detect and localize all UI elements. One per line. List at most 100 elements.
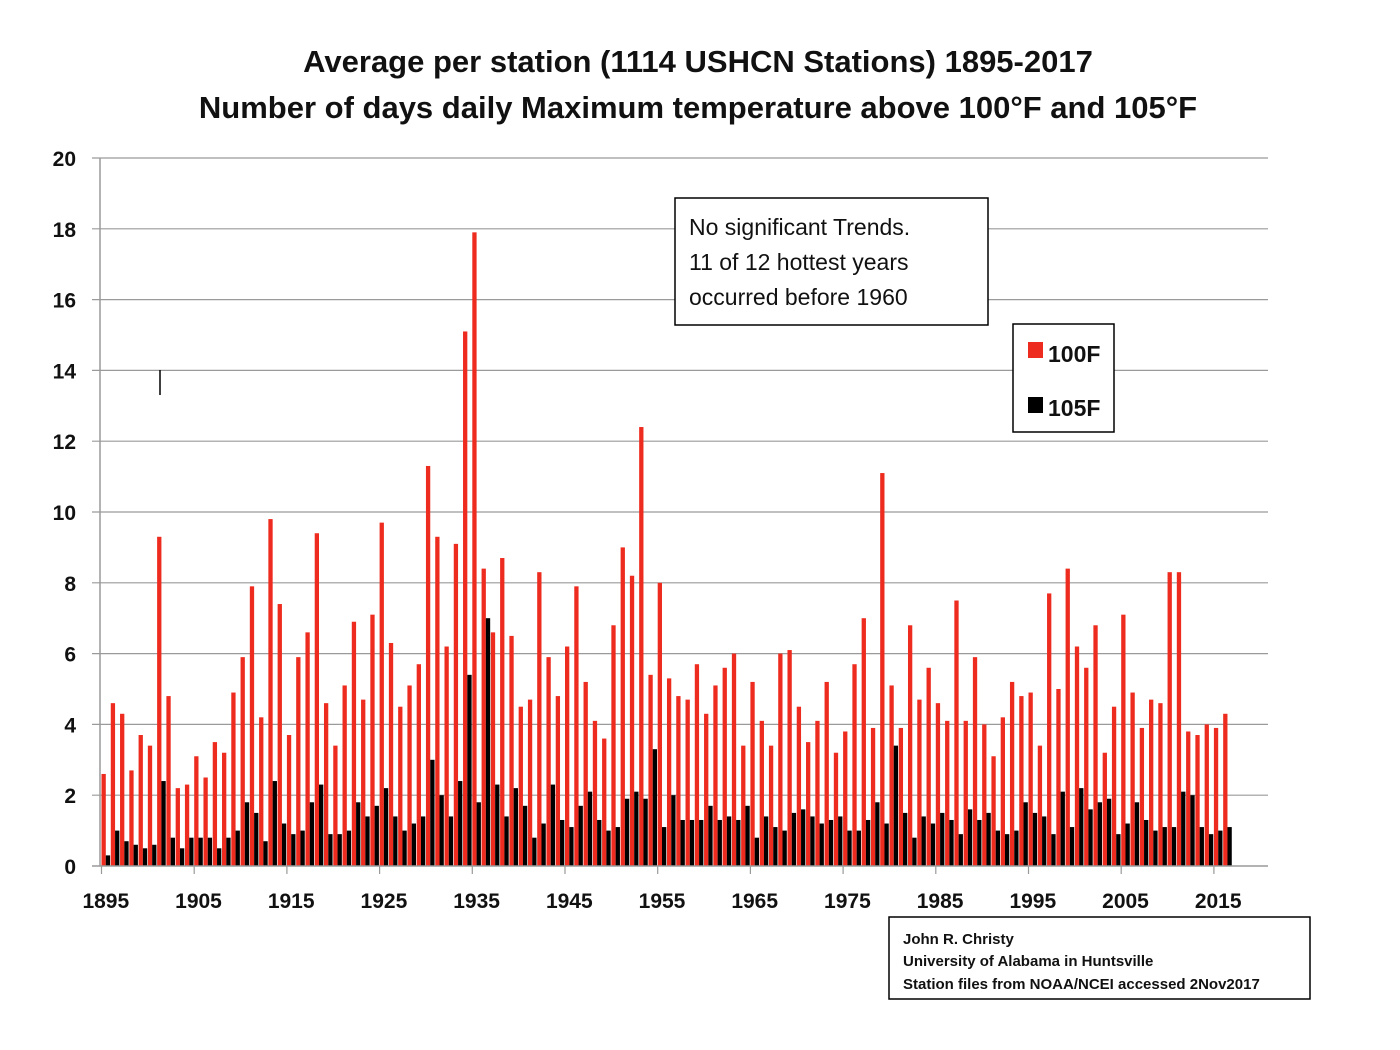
bar-105f-1961 [717, 819, 722, 866]
bar-105f-1962 [726, 816, 732, 866]
bar-100f-1924 [370, 614, 375, 866]
bar-100f-1932 [444, 646, 449, 866]
bar-105f-1998 [1060, 791, 1065, 866]
bar-100f-1979 [880, 473, 885, 866]
bar-100f-1963 [731, 653, 737, 866]
bar-105f-1967 [773, 827, 778, 866]
bar-105f-2004 [1116, 834, 1121, 866]
bar-100f-1921 [342, 685, 347, 866]
bar-105f-1938 [504, 816, 509, 866]
x-tick-label: 1985 [917, 890, 964, 913]
bar-100f-1984 [926, 667, 931, 866]
bar-105f-1897 [124, 841, 129, 866]
bar-105f-1899 [142, 848, 148, 866]
bar-100f-1972 [815, 720, 820, 866]
x-tick-label: 1915 [268, 890, 315, 913]
y-tick-label: 4 [64, 714, 76, 737]
bar-100f-1957 [676, 696, 681, 866]
bar-105f-1944 [560, 819, 565, 866]
bar-105f-2002 [1097, 802, 1102, 866]
bar-105f-1987 [958, 834, 963, 866]
bar-100f-1905 [194, 756, 199, 866]
bar-100f-1920 [333, 745, 338, 866]
y-tick-label: 0 [64, 856, 76, 879]
credit-source: Station files from NOAA/NCEI accessed 2N… [903, 976, 1260, 993]
y-tick-label: 2 [64, 785, 76, 808]
bar-105f-1980 [893, 745, 899, 866]
bar-100f-2012 [1186, 731, 1191, 866]
bar-105f-2003 [1106, 798, 1112, 866]
bar-100f-1965 [750, 681, 755, 866]
bar-100f-1961 [713, 685, 718, 866]
bar-105f-1937 [495, 784, 500, 866]
axes [92, 158, 1268, 874]
bar-105f-1895 [105, 855, 111, 866]
bar-105f-1966 [763, 816, 769, 866]
bar-105f-1947 [587, 791, 593, 866]
bar-100f-1944 [555, 696, 561, 866]
bar-100f-1934 [463, 331, 468, 867]
bar-100f-1942 [537, 572, 542, 866]
bar-100f-2003 [1102, 752, 1107, 866]
bar-105f-2007 [1144, 819, 1149, 866]
bar-105f-1930 [430, 759, 435, 866]
x-tick-label: 2015 [1195, 890, 1242, 913]
bar-100f-1946 [574, 586, 579, 866]
bar-105f-1976 [856, 830, 861, 866]
y-tick-label: 20 [53, 148, 76, 171]
bar-105f-1973 [828, 819, 834, 866]
x-tick-label: 2005 [1102, 890, 1149, 913]
bar-100f-2000 [1074, 646, 1080, 866]
bar-105f-1922 [356, 802, 361, 866]
bar-100f-1899 [138, 735, 143, 866]
bar-105f-1985 [940, 812, 945, 866]
bar-105f-1919 [328, 834, 333, 866]
bar-105f-1943 [550, 784, 556, 866]
bar-105f-1931 [439, 795, 444, 866]
bar-105f-1955 [662, 827, 667, 866]
bar-100f-1996 [1037, 745, 1043, 866]
bar-100f-1995 [1028, 692, 1033, 866]
bar-105f-1986 [949, 819, 954, 866]
bar-100f-1929 [416, 664, 421, 866]
bar-105f-1936 [485, 618, 491, 866]
bar-100f-1959 [694, 664, 700, 866]
bar-100f-1980 [889, 685, 894, 866]
bar-100f-1993 [1009, 681, 1015, 866]
bar-100f-1954 [648, 674, 653, 866]
x-tick-label: 1935 [453, 890, 500, 913]
bar-105f-1970 [801, 809, 806, 866]
bar-100f-1991 [991, 756, 996, 866]
bar-105f-2005 [1125, 823, 1130, 866]
y-tick-label: 6 [64, 644, 76, 667]
bar-105f-1978 [875, 802, 880, 866]
y-tick-label: 10 [53, 502, 76, 525]
bar-100f-2001 [1084, 667, 1089, 866]
annotation-line-1: No significant Trends. [689, 214, 910, 240]
x-tick-label: 1945 [546, 890, 593, 913]
legend: 100F 105F [1012, 323, 1115, 433]
bar-100f-1956 [666, 678, 672, 866]
bar-105f-1923 [365, 816, 370, 866]
bar-100f-2011 [1176, 572, 1182, 866]
chart-title-line-1: Average per station (1114 USHCN Stations… [303, 44, 1093, 79]
bar-100f-1918 [314, 533, 320, 866]
annotation-line-2: 11 of 12 hottest years [689, 249, 909, 275]
bar-105f-1946 [578, 805, 583, 866]
credit-affiliation: University of Alabama in Huntsville [903, 953, 1153, 970]
bar-105f-1956 [671, 795, 676, 866]
y-tick-label: 16 [53, 290, 76, 313]
bar-105f-1983 [921, 816, 926, 866]
bar-100f-1922 [351, 621, 357, 866]
bar-100f-2009 [1158, 703, 1163, 866]
bar-105f-1918 [319, 784, 324, 866]
bar-series [101, 232, 1232, 867]
bar-100f-1953 [639, 427, 644, 866]
bar-105f-2008 [1153, 830, 1158, 866]
legend-swatch-100f [1028, 342, 1043, 358]
bar-100f-1938 [500, 558, 505, 866]
bar-100f-1970 [796, 706, 802, 866]
bar-105f-1949 [606, 830, 611, 866]
bar-105f-1981 [903, 812, 908, 866]
x-tick-label: 1975 [824, 890, 871, 913]
